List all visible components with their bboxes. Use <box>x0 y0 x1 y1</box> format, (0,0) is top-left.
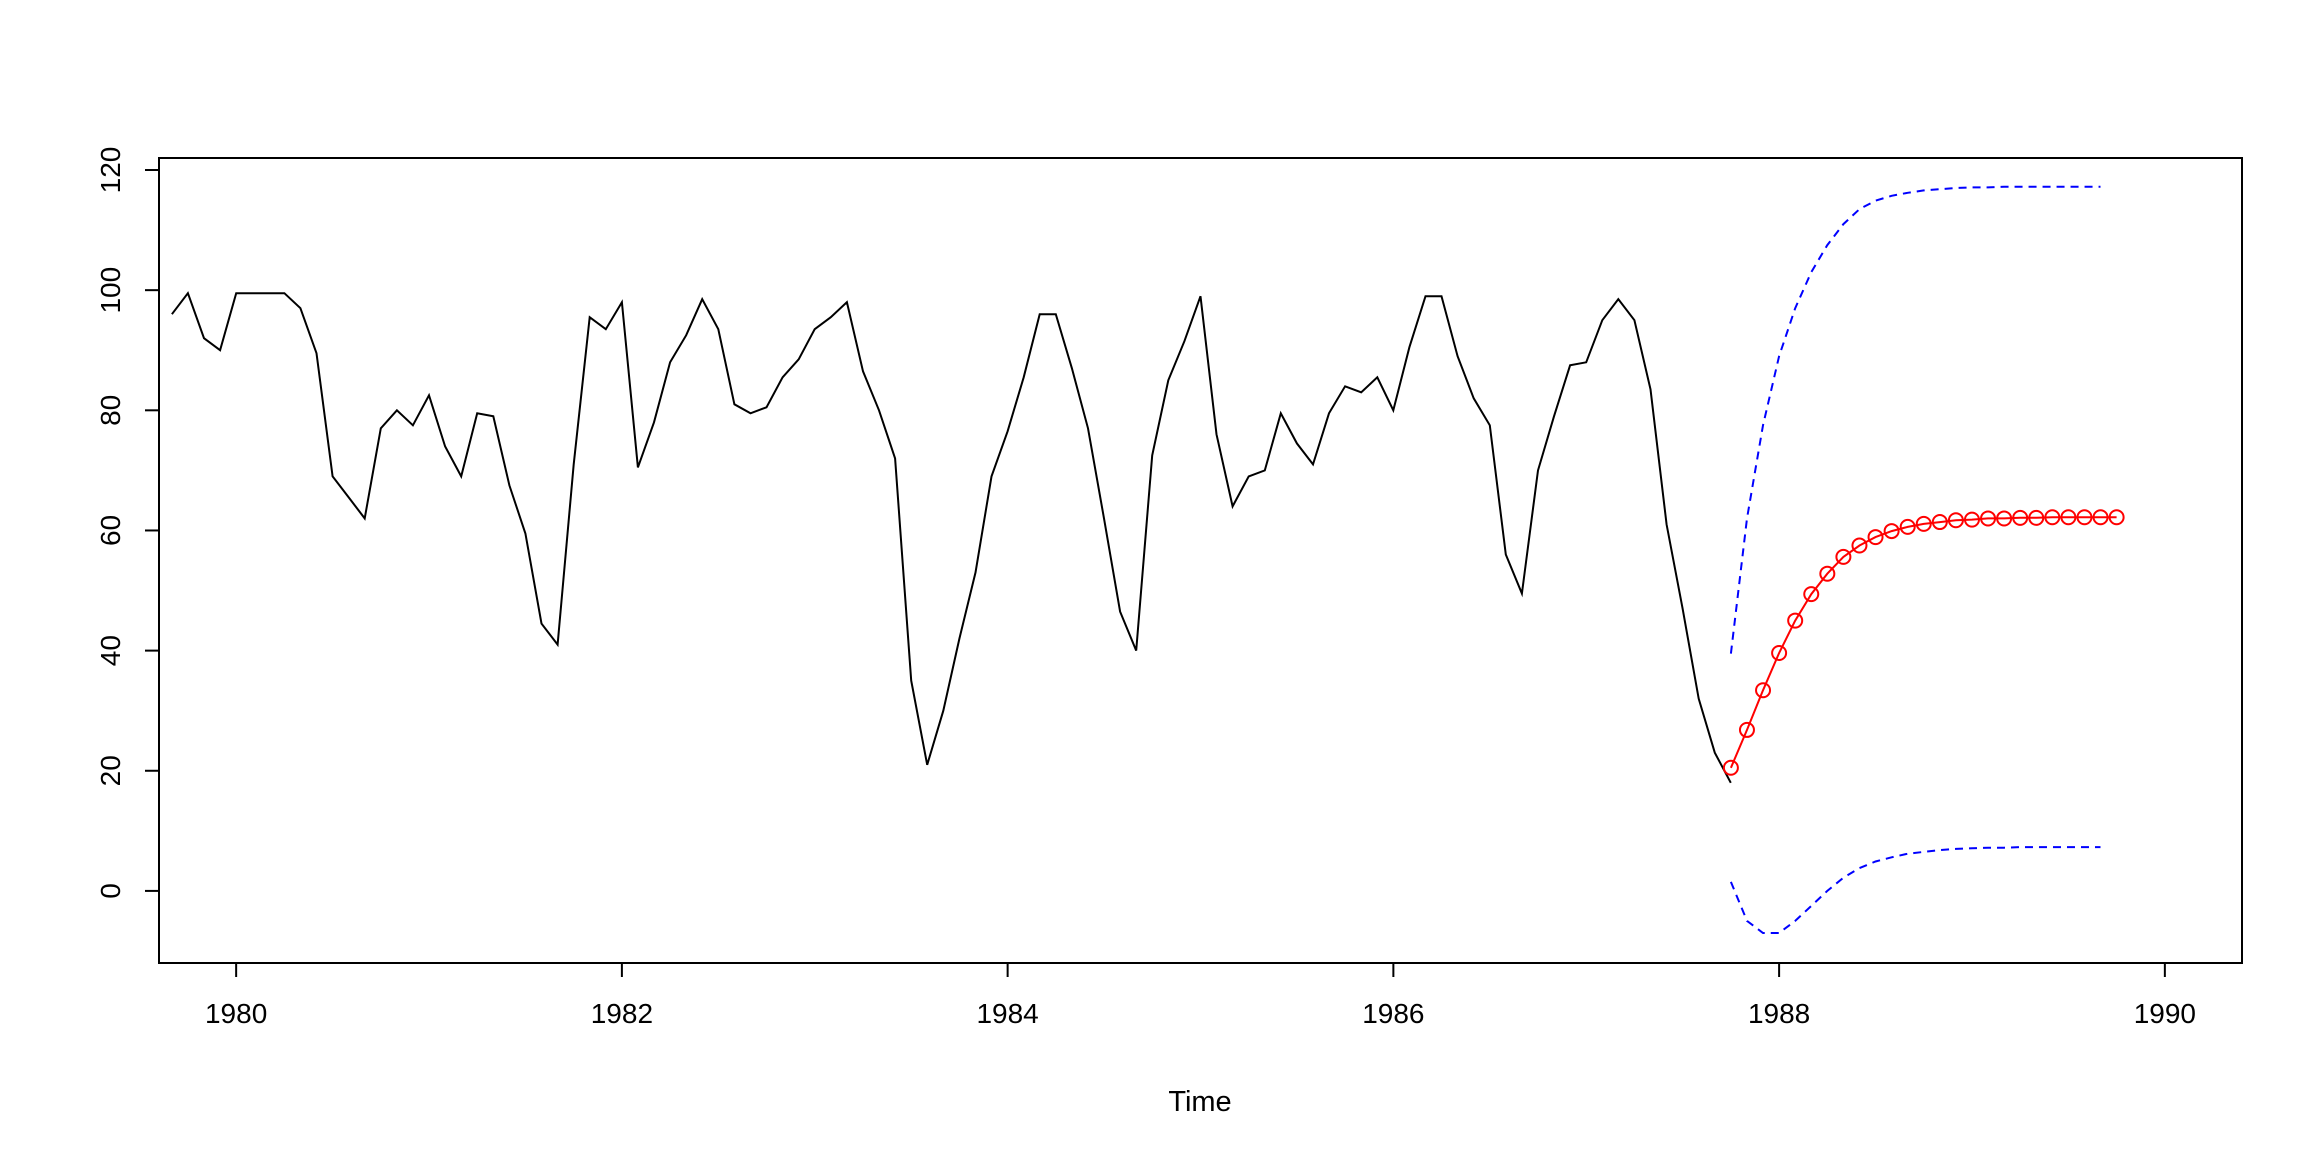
plot-frame <box>158 157 2243 964</box>
forecast-point <box>1899 518 1916 535</box>
y-tick-label: 60 <box>95 515 126 546</box>
x-axis-title: Time <box>1168 1086 1231 1118</box>
forecast-point <box>2028 509 2045 526</box>
forecast-point <box>1947 512 1964 529</box>
forecast-point <box>1883 523 1900 540</box>
series-layer <box>171 185 2125 934</box>
forecast-point <box>1931 514 1948 531</box>
forecast-point <box>1803 586 1820 603</box>
forecast-point <box>1996 510 2013 527</box>
x-tick-label: 1984 <box>976 998 1038 1029</box>
forecast-point <box>1738 721 1755 738</box>
y-tick-label: 80 <box>95 395 126 426</box>
x-tick-label: 1982 <box>591 998 653 1029</box>
forecast-line <box>1729 516 2117 769</box>
y-tick-label: 20 <box>95 755 126 786</box>
observed-line <box>171 291 1732 784</box>
x-tick-label: 1980 <box>205 998 267 1029</box>
forecast-point <box>2076 509 2093 526</box>
forecast-point <box>2092 509 2109 526</box>
forecast-point <box>1755 682 1772 699</box>
forecast-point <box>1835 548 1852 565</box>
y-tick-label: 100 <box>95 267 126 314</box>
x-tick-label: 1988 <box>1748 998 1810 1029</box>
forecast-point <box>1771 645 1788 662</box>
forecast-point <box>1722 759 1739 776</box>
forecast-point <box>1963 511 1980 528</box>
forecast-point <box>1851 537 1868 554</box>
forecast-point <box>2060 509 2077 526</box>
forecast-point <box>2044 509 2061 526</box>
y-tick-label: 0 <box>95 883 126 899</box>
x-tick-label: 1990 <box>2134 998 2196 1029</box>
forecast-point <box>1867 529 1884 546</box>
forecast-point <box>1980 510 1997 527</box>
forecast-point <box>1819 565 1836 582</box>
forecast-point <box>1787 612 1804 629</box>
upper-bound-line <box>1729 185 2101 654</box>
lower-bound-line <box>1729 846 2101 934</box>
forecast-point <box>1915 515 1932 532</box>
y-tick-label: 120 <box>95 147 126 194</box>
y-tick-label: 40 <box>95 635 126 666</box>
y-axis: 0 20 40 60 80 100 120 <box>95 147 160 899</box>
forecast-point <box>2108 509 2125 526</box>
forecast-point <box>2012 509 2029 526</box>
x-axis: 1980 1982 1984 1986 1988 1990 <box>205 962 2196 1029</box>
x-tick-label: 1986 <box>1362 998 1424 1029</box>
